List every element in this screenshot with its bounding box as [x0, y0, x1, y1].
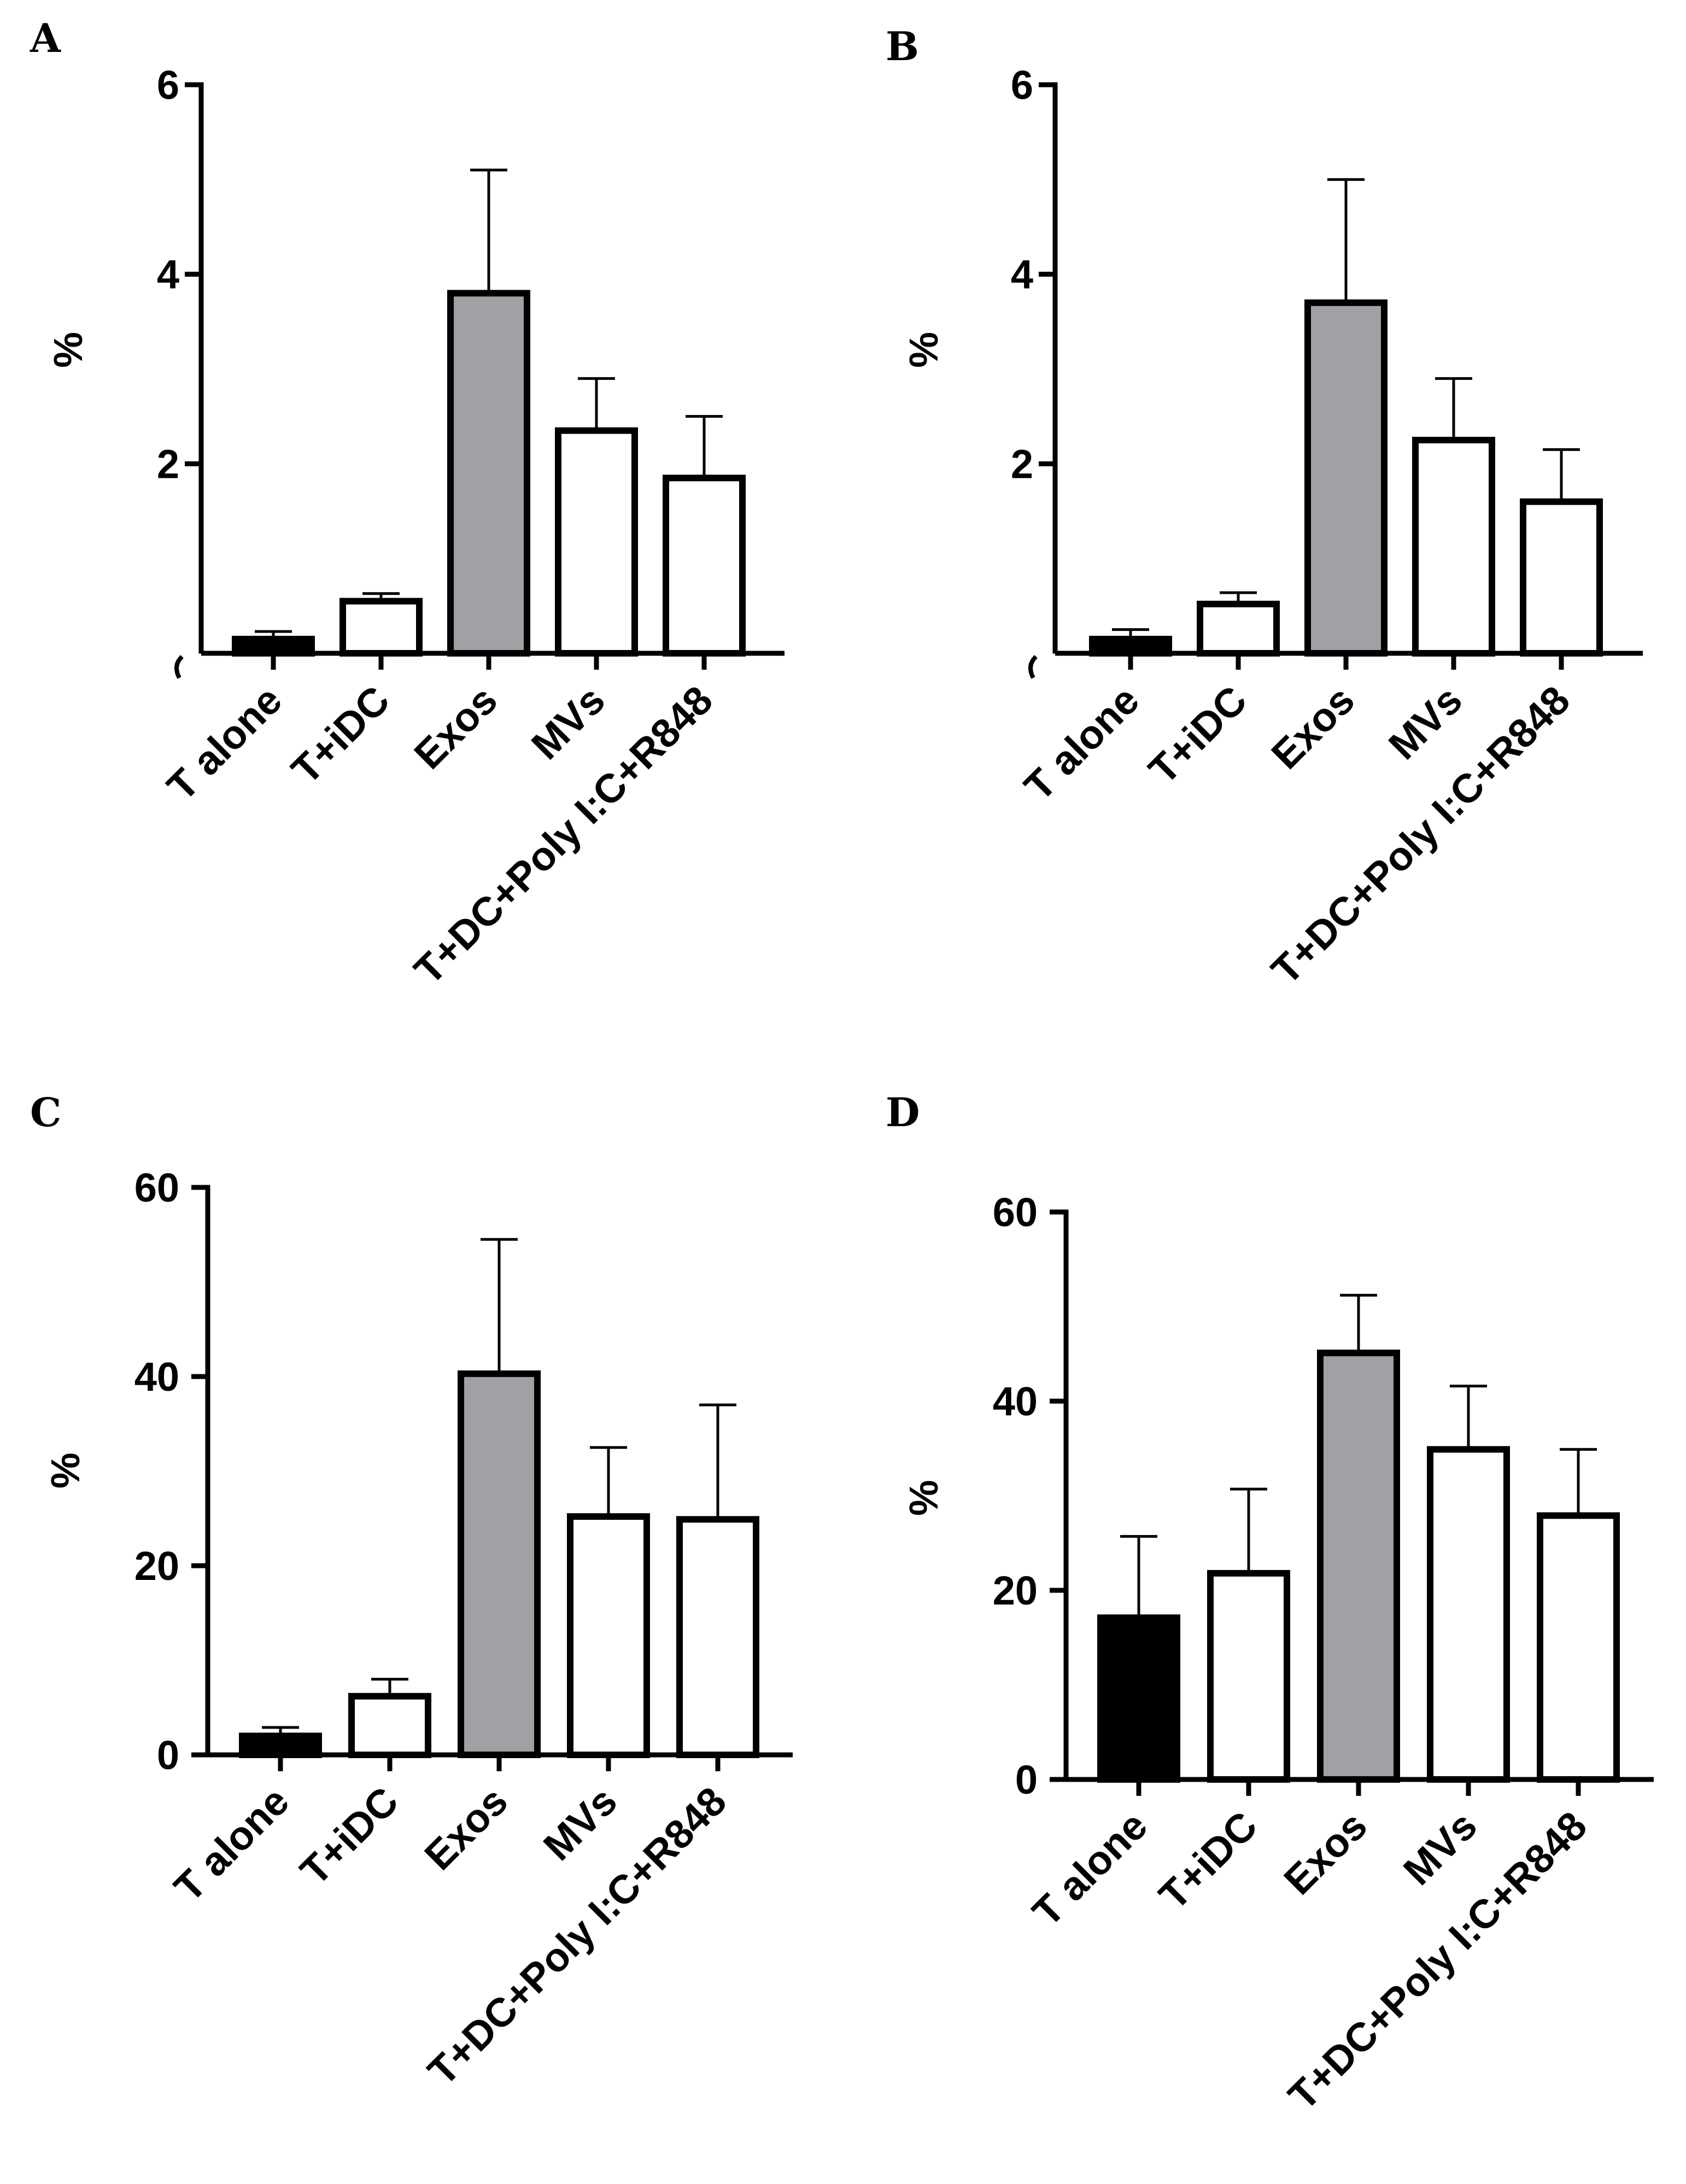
category-label: MVs	[535, 1778, 625, 1869]
bar-1	[1097, 1614, 1180, 1783]
y-tick-label: 0	[1015, 1757, 1038, 1802]
category-label: T alone	[165, 1778, 297, 1911]
bar-5	[676, 1516, 759, 1758]
bar-3	[1304, 299, 1388, 657]
bar-5	[1537, 1512, 1620, 1783]
bar-1	[232, 636, 315, 657]
y-tick-label: 0	[157, 1732, 179, 1778]
axis-break-mark	[1028, 655, 1038, 679]
y-tick-label: 40	[993, 1379, 1038, 1424]
y-tick-label: 20	[134, 1543, 179, 1589]
bar-2	[1197, 600, 1280, 657]
bar-4	[1427, 1446, 1510, 1783]
bar-2	[339, 598, 423, 657]
y-tick-label: 4	[1011, 252, 1033, 297]
bar-4	[567, 1513, 650, 1759]
y-tick-label: 4	[157, 252, 179, 297]
y-tick-label: 60	[993, 1190, 1038, 1235]
category-label: Exos	[1275, 1803, 1376, 1904]
y-axis-title: %	[901, 1480, 946, 1516]
y-axis-title: %	[45, 332, 91, 368]
bar-4	[555, 427, 638, 657]
category-label: T+iDC	[1150, 1803, 1266, 1918]
bar-4	[1412, 437, 1495, 657]
y-tick-label: 60	[134, 1165, 179, 1210]
y-tick-label: 6	[157, 62, 179, 108]
category-label: T alone	[158, 677, 290, 810]
category-label: T alone	[1015, 677, 1148, 810]
category-label: MVs	[1380, 677, 1471, 768]
axis-break-mark	[174, 655, 184, 679]
bar-1	[1089, 636, 1172, 657]
category-label: MVs	[1395, 1803, 1485, 1894]
category-label: T+iDC	[283, 677, 398, 793]
y-tick-label: 6	[1011, 62, 1033, 108]
panel-letter: C	[30, 1089, 61, 1135]
y-tick-label: 20	[993, 1568, 1038, 1613]
bar-2	[348, 1693, 431, 1758]
category-label: MVs	[523, 677, 613, 768]
bar-2	[1207, 1570, 1290, 1783]
y-axis-title: %	[901, 332, 946, 368]
category-label: Exos	[416, 1778, 517, 1879]
bar-5	[1520, 498, 1603, 657]
bar-3	[447, 290, 530, 657]
panel-letter: B	[886, 23, 919, 69]
y-tick-label: 2	[1011, 441, 1033, 487]
bar-3	[1317, 1349, 1400, 1783]
bar-3	[458, 1370, 541, 1759]
bar-1	[239, 1732, 322, 1758]
y-axis-title: %	[43, 1453, 88, 1489]
y-tick-label: 40	[134, 1354, 179, 1400]
category-label: T alone	[1023, 1803, 1156, 1935]
y-tick-label: 2	[157, 441, 179, 487]
bar-5	[663, 475, 746, 657]
panel-letter: A	[30, 15, 61, 61]
category-label: Exos	[406, 677, 506, 778]
panel-letter: D	[886, 1089, 920, 1135]
category-label: T+iDC	[291, 1778, 407, 1894]
category-label: T+iDC	[1140, 677, 1255, 793]
category-label: Exos	[1263, 677, 1363, 778]
